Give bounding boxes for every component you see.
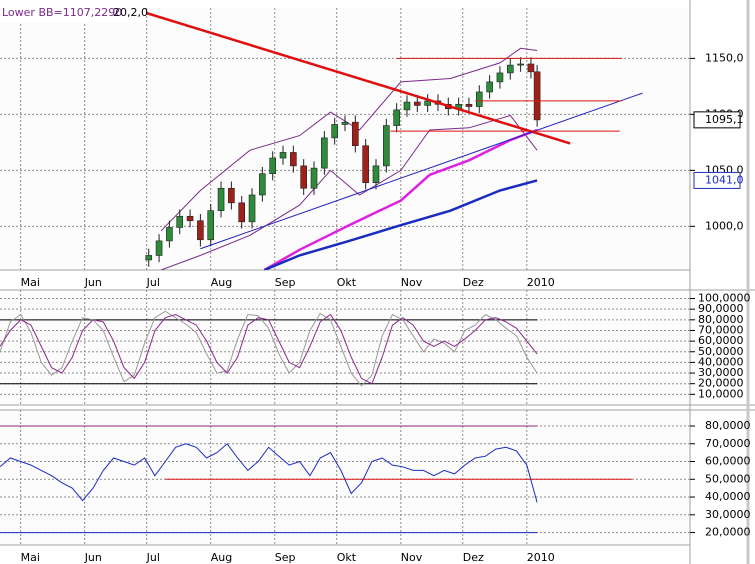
- indicator-line: [0, 310, 538, 387]
- candle-body: [533, 71, 541, 121]
- candle-body: [424, 100, 431, 106]
- overlay-line: [263, 128, 538, 270]
- overlay-line: [160, 114, 538, 270]
- candle-body: [414, 101, 421, 106]
- rsi-plot: [0, 410, 690, 545]
- x-tick-label: 2010: [527, 276, 555, 289]
- candle-body: [475, 91, 483, 107]
- price-label: 1095,1: [705, 113, 744, 126]
- x-tick-label: Jun: [84, 551, 102, 564]
- candle-body: [290, 152, 297, 167]
- candle-body: [403, 101, 411, 111]
- y-tick-label: 50,0000: [698, 345, 744, 358]
- x-tick-label: Sep: [275, 551, 296, 564]
- price-panel: [0, 8, 690, 270]
- price-label-box: [693, 171, 741, 189]
- rsi-panel: [0, 410, 690, 545]
- x-tick-label: 2010: [527, 551, 555, 564]
- price-label: 1041,0: [705, 173, 744, 186]
- candle-body: [465, 103, 473, 107]
- candle-body: [331, 124, 338, 139]
- y-tick-label: 40,0000: [705, 490, 751, 503]
- candle-body: [506, 64, 514, 74]
- y-tick-label: 30,0000: [698, 366, 744, 379]
- candle-body: [238, 202, 246, 223]
- candle-body: [362, 145, 369, 183]
- x-tick-label: Aug: [211, 551, 232, 564]
- candle-body: [310, 167, 318, 189]
- candle-body: [527, 63, 535, 73]
- y-tick-label: 10,0000: [698, 387, 744, 400]
- x-tick-label: Nov: [401, 551, 423, 564]
- candle-body: [372, 165, 380, 183]
- candle-body: [197, 220, 204, 241]
- y-tick-label: 70,0000: [705, 437, 751, 450]
- candle-body: [166, 227, 173, 242]
- candle-body: [176, 215, 184, 228]
- y-tick-label: 90,0000: [698, 302, 744, 315]
- price-label-box: [693, 111, 741, 129]
- indicator-params: 20,2,0: [113, 6, 148, 19]
- candle-body: [393, 109, 400, 126]
- legend-box: [0, 4, 146, 22]
- y-tick-label: 50,0000: [705, 472, 751, 485]
- overlay-line: [263, 179, 538, 270]
- candle-body: [300, 165, 307, 189]
- candle-body: [486, 81, 493, 93]
- trend-line: [200, 92, 643, 250]
- y-tick-label: 1000,0: [705, 219, 744, 232]
- y-tick-label: 20,0000: [705, 526, 751, 539]
- indicator-line: [0, 443, 538, 503]
- candle-body: [269, 157, 276, 175]
- y-tick-label: 20,0000: [698, 377, 744, 390]
- x-tick-label: Nov: [401, 276, 423, 289]
- candle-body: [341, 121, 349, 125]
- y-tick-label: 80,0000: [705, 419, 751, 432]
- stochastic-plot: [0, 290, 690, 405]
- y-tick-label: 70,0000: [698, 323, 744, 336]
- x-tick-label: Dez: [463, 276, 484, 289]
- candle-body: [217, 187, 225, 211]
- candle-body: [383, 125, 390, 167]
- indicator-label: Lower BB=1107,2290: [2, 6, 122, 19]
- trend-line: [129, 8, 571, 145]
- candle-body: [259, 173, 266, 196]
- x-tick-label: Aug: [211, 276, 232, 289]
- y-tick-label: 40,0000: [698, 355, 744, 368]
- x-tick-label: Jul: [146, 551, 160, 564]
- x-tick-label: Mai: [21, 551, 40, 564]
- x-tick-label: Jun: [84, 276, 102, 289]
- candle-body: [279, 152, 287, 159]
- candle-body: [145, 255, 153, 261]
- x-tick-label: Jul: [146, 276, 160, 289]
- x-tick-label: Mai: [21, 276, 40, 289]
- candle-body: [517, 63, 524, 66]
- candle-body: [321, 137, 328, 169]
- indicator-line: [0, 313, 538, 385]
- x-tick-label: Sep: [275, 276, 296, 289]
- y-tick-label: 100,0000: [698, 292, 751, 305]
- candle-body: [207, 210, 215, 241]
- candle-body: [186, 215, 194, 222]
- price-plot: [0, 8, 690, 270]
- y-tick-label: 1150,0: [705, 51, 744, 64]
- candle-body: [155, 240, 163, 256]
- y-tick-label: 80,0000: [698, 313, 744, 326]
- candle-body: [496, 72, 504, 83]
- x-tick-label: Dez: [463, 551, 484, 564]
- stochastic-panel: [0, 290, 690, 405]
- candle-body: [228, 187, 235, 204]
- y-tick-label: 60,0000: [705, 455, 751, 468]
- candle-body: [248, 194, 256, 223]
- x-tick-label: Okt: [337, 276, 357, 289]
- y-tick-label: 30,0000: [705, 508, 751, 521]
- candle-body: [352, 121, 359, 147]
- x-tick-label: Okt: [337, 551, 357, 564]
- axis-labels: Mai Jun Jul Aug Sep Okt Nov Dez 20101000,01050,0…: [21, 51, 751, 564]
- y-tick-label: 60,0000: [698, 334, 744, 347]
